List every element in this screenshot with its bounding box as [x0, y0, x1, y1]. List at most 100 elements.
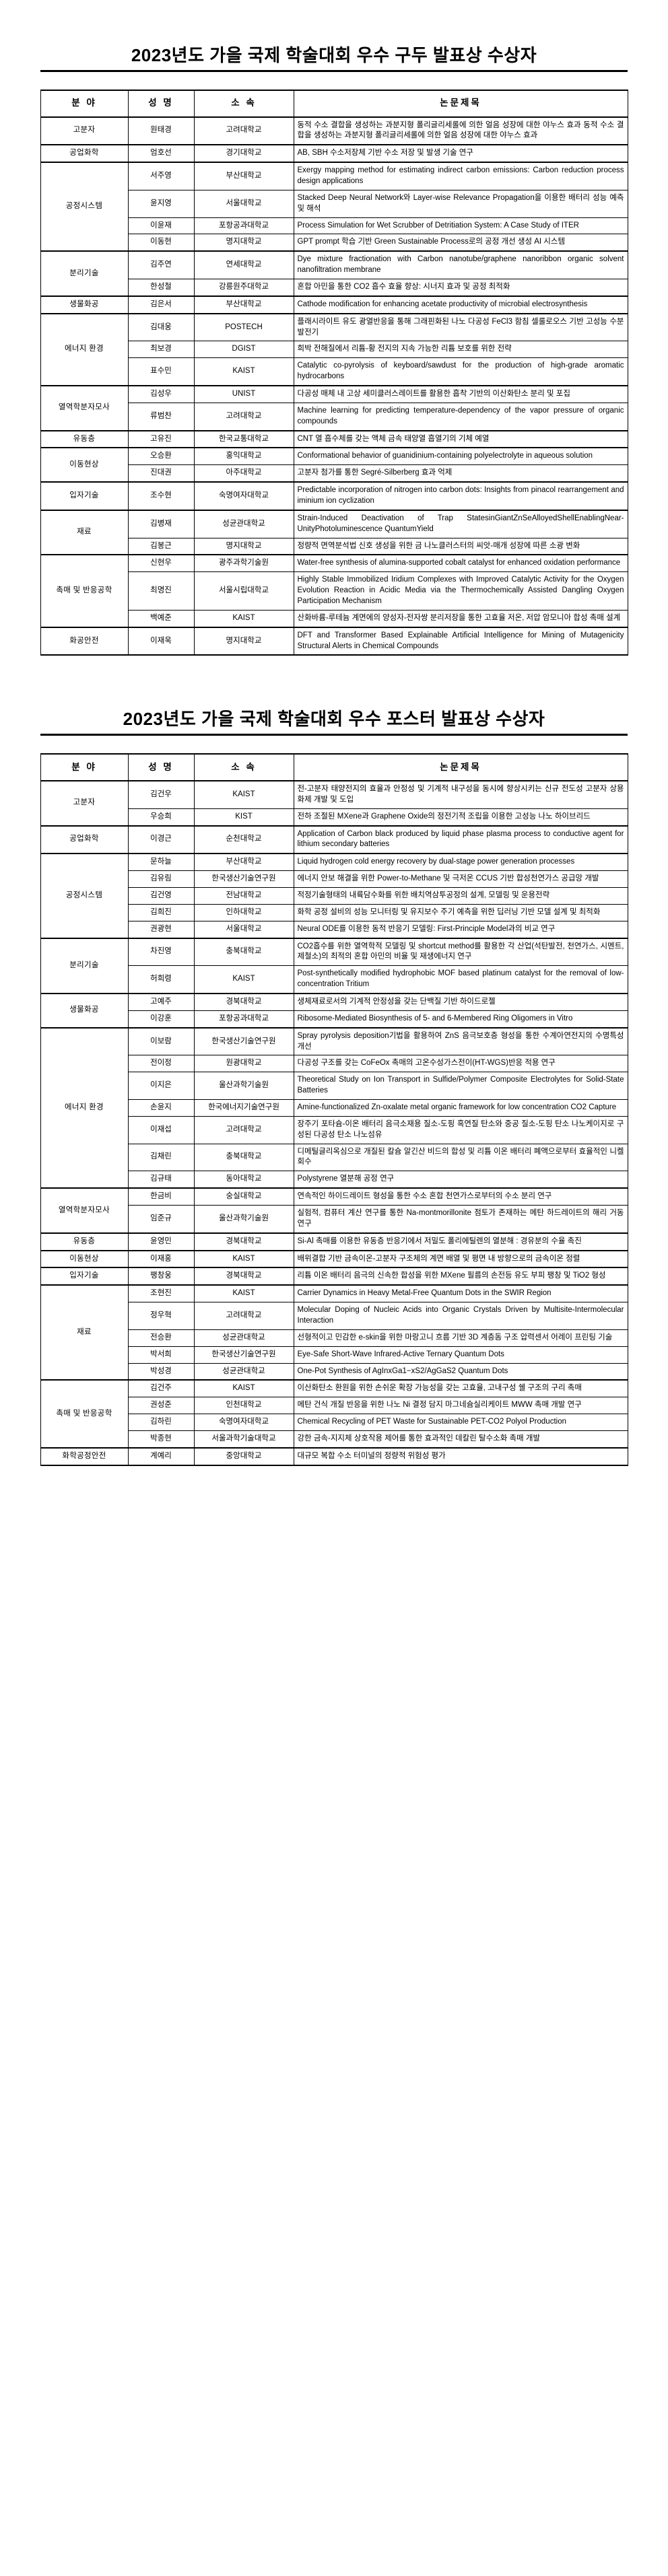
cell-paper-title: GPT prompt 학습 기반 Green Sustainable Proce…	[293, 234, 628, 252]
table-row: 열역학분자모사 김성우 UNIST 다공성 매체 내 고상 세미클러스레이트를 활용한…	[40, 384, 628, 431]
cell-paper-title: Dye mixture fractionation with Carbon na…	[293, 250, 628, 279]
cell-name: 이경근	[127, 825, 195, 854]
column-header-name: 성 명	[127, 753, 195, 781]
cell-field: 재료	[40, 509, 129, 555]
table-row: 전승환 성균관대학교 선형적이고 민감한 e-skin을 위한 마랑고니 흐름 기반…	[40, 1329, 628, 1347]
cell-name: 임준규	[127, 1204, 195, 1234]
cell-affiliation: 순천대학교	[193, 825, 294, 854]
cell-affiliation: 충북대학교	[193, 1143, 294, 1172]
table-row: 에너지 환경 이보람 한국생산기술연구원 Spray pyrolysis deposi…	[40, 1026, 628, 1189]
cell-affiliation: 한국생산기술연구원	[193, 870, 294, 888]
cell-name: 권광현	[127, 920, 195, 939]
award-table-oral: 분 야 성 명 소 속 논문제목 고분자 원태경 고려대학교 동적 수소 결합을 생성…	[40, 89, 628, 656]
table-row: 최명진 서울시립대학교 Highly Stable Immobilized Irid…	[40, 571, 628, 611]
cell-affiliation: 연세대학교	[193, 250, 294, 279]
cell-paper-title: Theoretical Study on Ion Transport in Su…	[293, 1072, 628, 1100]
cell-field: 입자기술	[40, 1267, 129, 1286]
cell-name: 계예리	[127, 1447, 195, 1466]
cell-paper-title: 전하 조절된 MXene과 Graphene Oxide의 정전기적 조립을 이…	[293, 808, 628, 827]
table-row: 재료 조현진 KAIST Carrier Dynamics in Heavy Meta…	[40, 1284, 628, 1381]
cell-field: 분리기술	[40, 937, 129, 994]
cell-paper-title: Conformational behavior of guanidinium-c…	[293, 447, 628, 466]
cell-paper-title: Chemical Recycling of PET Waste for Sust…	[293, 1414, 628, 1432]
table-row: 최보경 DGIST 희박 전해질에서 리튬-황 전지의 지속 가능한 리튬 보호를 …	[40, 341, 628, 359]
table-row: 김건영 전남대학교 적정기술형태의 내륙담수화를 위한 배치역삼투공정의 설계, 모…	[40, 886, 628, 905]
cell-affiliation: 원광대학교	[193, 1055, 294, 1073]
table-row: 우승희 KIST 전하 조절된 MXene과 Graphene Oxide의 정전기…	[40, 808, 628, 827]
cell-paper-title: 희박 전해질에서 리튬-황 전지의 지속 가능한 리튬 보호를 위한 전략	[293, 341, 628, 359]
cell-affiliation: 아주대학교	[193, 464, 294, 483]
cell-affiliation: 부산대학교	[193, 295, 294, 314]
cell-paper-title: 고분자 첨가를 통한 Segré-Silberberg 효과 억제	[293, 464, 628, 483]
cell-paper-title: Machine learning for predicting temperat…	[293, 402, 628, 431]
cell-affiliation: 울산과학기술원	[193, 1204, 294, 1234]
cell-paper-title: Ribosome-Mediated Biosynthesis of 5- and…	[293, 1010, 628, 1029]
cell-affiliation: 동아대학교	[193, 1171, 294, 1189]
award-table-poster: 분 야 성 명 소 속 논문제목 고분자 김건우 KAIST 전-고분자 태양전지의 …	[40, 753, 628, 1466]
cell-name: 박서희	[127, 1346, 195, 1364]
cell-paper-title: Cathode modification for enhancing aceta…	[293, 295, 628, 314]
cell-paper-title: 플래시라이트 유도 광열반응을 통해 그래핀화된 나노 다공성 FeCl3 함침…	[293, 312, 628, 342]
cell-field: 생물화공	[40, 295, 129, 314]
cell-name: 손윤지	[127, 1099, 195, 1117]
cell-paper-title: 선형적이고 민감한 e-skin을 위한 마랑고니 흐름 기반 3D 계층돔 구…	[293, 1329, 628, 1347]
table-header-poster: 분 야 성 명 소 속 논문제목	[40, 753, 628, 781]
cell-paper-title: 에너지 안보 해결을 위한 Power-to-Methane 및 극저온 CCU…	[293, 870, 628, 888]
cell-affiliation: 경기대학교	[193, 144, 294, 163]
cell-paper-title: Si-Al 촉매를 이용한 유동층 반응기에서 저밀도 폴리에틸렌의 열분해 :…	[293, 1232, 628, 1251]
cell-name: 이재홍	[127, 1249, 195, 1268]
cell-field: 화학공정안전	[40, 1447, 129, 1466]
cell-affiliation: 경북대학교	[193, 992, 294, 1011]
header-row: 분 야 성 명 소 속 논문제목	[40, 753, 628, 781]
table-row: 이윤재 포항공과대학교 Process Simulation for Wet Scr…	[40, 217, 628, 235]
cell-name: 정우혁	[127, 1302, 195, 1330]
table-row: 김희진 인하대학교 화학 공정 설비의 성능 모니터링 및 유지보수 주기 예측을 …	[40, 903, 628, 921]
page-bottom-spacer	[0, 1466, 668, 1493]
table-row: 화학공정안전 계예리 중앙대학교 대규모 복합 수소 터미널의 정량적 위험성 평가	[40, 1447, 628, 1466]
cell-affiliation: 부산대학교	[193, 853, 294, 872]
cell-affiliation: KAIST	[193, 1284, 294, 1303]
cell-affiliation: 서울과학기술대학교	[193, 1430, 294, 1449]
table-row: 표수민 KAIST Catalytic co-pyrolysis of keyboa…	[40, 357, 628, 386]
cell-paper-title: AB, SBH 수소저장체 기반 수소 저장 및 발생 기술 연구	[293, 144, 628, 163]
table-row: 생물화공 고예주 경북대학교 생체재료로서의 기계적 안정성을 갖는 단백질 기반 하…	[40, 992, 628, 1029]
table-row: 화공안전 이재욱 명지대학교 DFT and Transformer Based Ex…	[40, 626, 628, 656]
table-row: 전이정 원광대학교 다공성 구조를 갖는 CoFeOx 촉매의 고온수성가스전이(H…	[40, 1055, 628, 1073]
table-row: 유동층 고유진 한국교통대학교 CNT 열 흡수체를 갖는 액체 금속 태양열 흡열기…	[40, 429, 628, 448]
table-row: 입자기술 조수현 숙명여자대학교 Predictable incorporation …	[40, 481, 628, 511]
cell-field: 입자기술	[40, 481, 129, 511]
column-header-paper-title: 논문제목	[293, 89, 628, 118]
cell-affiliation: KAIST	[193, 1379, 294, 1398]
cell-name: 박종현	[127, 1430, 195, 1449]
table-row: 김채린 충북대학교 디메틸글리옥심으로 개질된 칼슘 알긴산 비드의 합성 및 리튬…	[40, 1143, 628, 1172]
cell-name: 원태경	[127, 116, 195, 145]
cell-name: 김병재	[127, 509, 195, 538]
cell-affiliation: 성균관대학교	[193, 1329, 294, 1347]
table-row: 재료 김병재 성균관대학교 Strain-Induced Deactivation o…	[40, 509, 628, 555]
table-row: 생물화공 김은서 부산대학교 Cathode modification for enh…	[40, 295, 628, 314]
cell-name: 김주연	[127, 250, 195, 279]
cell-affiliation: 숭실대학교	[193, 1187, 294, 1206]
cell-affiliation: 포항공과대학교	[193, 217, 294, 235]
cell-field: 생물화공	[40, 992, 129, 1029]
cell-name: 신현우	[127, 554, 195, 573]
cell-affiliation: 서울대학교	[193, 189, 294, 218]
cell-paper-title: 생체재료로서의 기계적 안정성을 갖는 단백질 기반 하이드로젤	[293, 992, 628, 1011]
cell-name: 한성철	[127, 278, 195, 297]
cell-affiliation: 성균관대학교	[193, 1362, 294, 1381]
table-row: 고분자 원태경 고려대학교 동적 수소 결합을 생성하는 과분지형 폴리글리세롤에 의…	[40, 116, 628, 145]
cell-affiliation: 울산과학기술원	[193, 1072, 294, 1100]
cell-field: 공정시스템	[40, 853, 129, 939]
cell-paper-title: 메탄 건식 개질 반응을 위한 나노 Ni 결정 담지 마그네슘실리케이트 MW…	[293, 1397, 628, 1415]
cell-paper-title: 정량적 면역분석법 신호 생성을 위한 금 나노클러스터의 씨앗-매개 성장에 …	[293, 537, 628, 555]
cell-paper-title: Polystyrene 열분해 공정 연구	[293, 1171, 628, 1189]
cell-affiliation: 고려대학교	[193, 1115, 294, 1144]
table-row: 공정시스템 서주영 부산대학교 Exergy mapping method for e…	[40, 162, 628, 252]
cell-name: 최보경	[127, 341, 195, 359]
cell-affiliation: UNIST	[193, 384, 294, 403]
cell-paper-title: Process Simulation for Wet Scrubber of D…	[293, 217, 628, 235]
cell-paper-title: Strain-Induced Deactivation of Trap Stat…	[293, 509, 628, 538]
table-row: 박성경 성균관대학교 One-Pot Synthesis of AgInxGa1−x…	[40, 1362, 628, 1381]
cell-paper-title: Molecular Doping of Nucleic Acids into O…	[293, 1302, 628, 1330]
cell-name: 고예주	[127, 992, 195, 1011]
